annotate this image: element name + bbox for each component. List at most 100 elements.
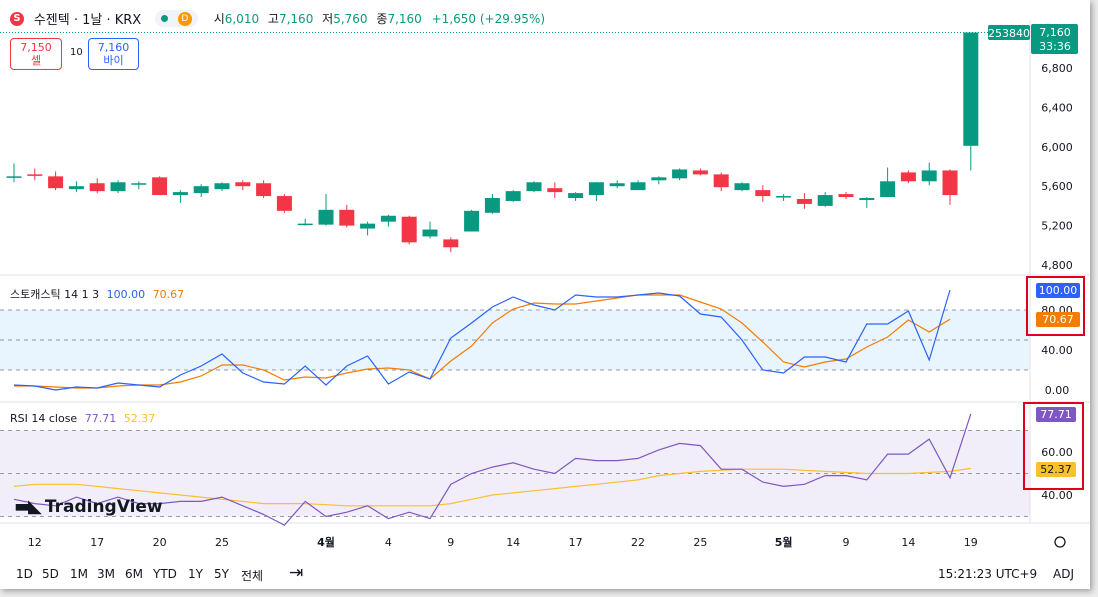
candle xyxy=(651,177,667,181)
x-tick-label: 22 xyxy=(631,536,645,549)
price-tick-label: 5,600 xyxy=(1041,180,1073,193)
timeframe-button[interactable]: 5Y xyxy=(214,567,229,581)
candle xyxy=(48,176,64,189)
x-tick-label: 20 xyxy=(153,536,167,549)
x-tick-label: 14 xyxy=(506,536,520,549)
highlight-box xyxy=(1026,276,1085,336)
stochastic-title: 스토캐스틱 14 1 3 xyxy=(10,288,100,301)
price-tick-label: 6,400 xyxy=(1041,101,1073,114)
last-price-badge xyxy=(1031,24,1078,54)
buy-label: 바이 xyxy=(103,54,124,67)
rsi-line xyxy=(13,413,972,526)
symbol-name[interactable]: 수젠텍 · 1날 · KRX xyxy=(33,13,142,28)
timeframe-button[interactable]: 1M xyxy=(70,567,88,581)
candle xyxy=(256,183,272,197)
rsi-value: 77.71 xyxy=(84,412,117,425)
bottom-toolbar: 1D 5D 1M 3M 6M YTD 1Y 5Y 전체 ⇥ 15:21:23 UTC+9 ADJ xyxy=(0,560,1090,588)
market-open-dot-icon xyxy=(161,15,169,23)
rsi-badge-label: 77.71 xyxy=(1040,408,1072,421)
candle xyxy=(339,209,355,226)
symbol-header: S 수젠텍 · 1날 · KRX D 시6,010 고7,160 저5,760 … xyxy=(10,9,545,33)
rsi-tick-label: 40.00 xyxy=(1041,489,1073,502)
x-tick-label: 9 xyxy=(447,536,454,549)
sell-button[interactable]: 7,150 셀 xyxy=(10,38,62,70)
candle xyxy=(817,195,833,206)
rsi-title: RSI 14 close xyxy=(10,412,78,425)
candle xyxy=(921,170,937,182)
market-status-pill[interactable]: D xyxy=(155,10,198,27)
data-delay-icon: D xyxy=(177,11,192,26)
buy-button[interactable]: 7,160 바이 xyxy=(88,38,139,70)
stochastic-k-value: 100.00 xyxy=(106,288,146,301)
chart-canvas[interactable]: 4,8005,2005,6006,0006,4006,8000.0040.008… xyxy=(0,0,1090,560)
ohlc-close: 종7,160 xyxy=(376,11,422,27)
candle xyxy=(942,170,958,196)
last-price-label: 7,160 xyxy=(1039,26,1071,39)
sell-label: 셀 xyxy=(30,54,42,67)
candle xyxy=(422,229,438,237)
candle xyxy=(214,183,230,190)
volume-label: 253840 xyxy=(988,27,1030,40)
candle xyxy=(89,183,105,192)
candle xyxy=(360,223,376,229)
ohlc-high: 고7,160 xyxy=(267,11,314,27)
x-tick-label: 19 xyxy=(964,536,978,549)
candle xyxy=(235,182,251,187)
candle xyxy=(6,176,22,178)
timeframe-button[interactable]: 3M xyxy=(97,567,115,581)
timeframe-button[interactable]: 1D xyxy=(16,567,33,581)
chart-window: S 수젠텍 · 1날 · KRX D 시6,010 고7,160 저5,760 … xyxy=(0,0,1090,589)
price-tick-label: 6,000 xyxy=(1041,141,1073,154)
x-tick-label: 4월 xyxy=(317,535,335,549)
timeframe-button[interactable]: 5D xyxy=(42,567,59,581)
candle xyxy=(630,182,646,191)
ohlc-change: +1,650 (+29.95%) xyxy=(431,11,546,26)
candle xyxy=(776,196,792,198)
candle xyxy=(526,182,542,192)
rsi-ma-value: 52.37 xyxy=(123,412,156,425)
rsi-legend[interactable]: RSI 14 close 77.71 52.37 xyxy=(10,412,155,425)
candle xyxy=(297,223,313,226)
clock[interactable]: 15:21:23 UTC+9 xyxy=(938,567,1038,581)
rsi-badge xyxy=(1036,407,1076,422)
volume-badge xyxy=(988,25,1030,40)
order-quantity[interactable]: 10 xyxy=(70,47,83,58)
candle xyxy=(172,192,188,196)
rsi-tick-label: 60.00 xyxy=(1041,446,1073,459)
candle xyxy=(568,193,584,199)
candle xyxy=(547,188,563,193)
x-tick-label: 5월 xyxy=(775,535,793,549)
candle xyxy=(734,183,750,191)
timeframe-button[interactable]: 1Y xyxy=(188,567,203,581)
date-range-icon[interactable]: ⇥ xyxy=(289,563,304,583)
stochastic-k-badge-label: 100.00 xyxy=(1039,284,1078,297)
candle xyxy=(900,172,916,182)
stochastic-k-badge xyxy=(1036,283,1080,298)
candle xyxy=(505,191,521,201)
stochastic-d-badge-label: 70.67 xyxy=(1042,313,1074,326)
adj-toggle[interactable]: ADJ xyxy=(1053,567,1074,581)
tradingview-logo-icon: ▬◣ xyxy=(14,496,42,517)
stochastic-tick-label: 40.00 xyxy=(1041,344,1073,357)
sell-price: 7,150 xyxy=(20,41,52,54)
candle xyxy=(755,190,771,197)
timeframe-button[interactable]: 전체 xyxy=(241,569,264,583)
settings-icon[interactable] xyxy=(1054,536,1066,548)
candle xyxy=(110,182,126,192)
symbol-logo: S xyxy=(10,11,24,26)
timeframe-button[interactable]: YTD xyxy=(153,567,177,581)
x-tick-label: 25 xyxy=(215,536,229,549)
candle xyxy=(131,183,147,185)
highlight-box xyxy=(1023,402,1084,490)
countdown-label: 33:36 xyxy=(1039,40,1071,53)
candle xyxy=(859,198,875,200)
buy-price: 7,160 xyxy=(97,41,130,54)
stochastic-legend[interactable]: 스토캐스틱 14 1 3 100.00 70.67 xyxy=(10,286,184,302)
timeframe-button[interactable]: 6M xyxy=(125,567,143,581)
stochastic-tick-label: 0.00 xyxy=(1045,384,1070,397)
tradingview-watermark: ▬◣ TradingView xyxy=(14,496,163,517)
rsi-ma-badge-label: 52.37 xyxy=(1040,463,1072,476)
candle xyxy=(484,198,500,213)
rsi-ma-line xyxy=(13,467,971,507)
candle xyxy=(401,216,417,243)
